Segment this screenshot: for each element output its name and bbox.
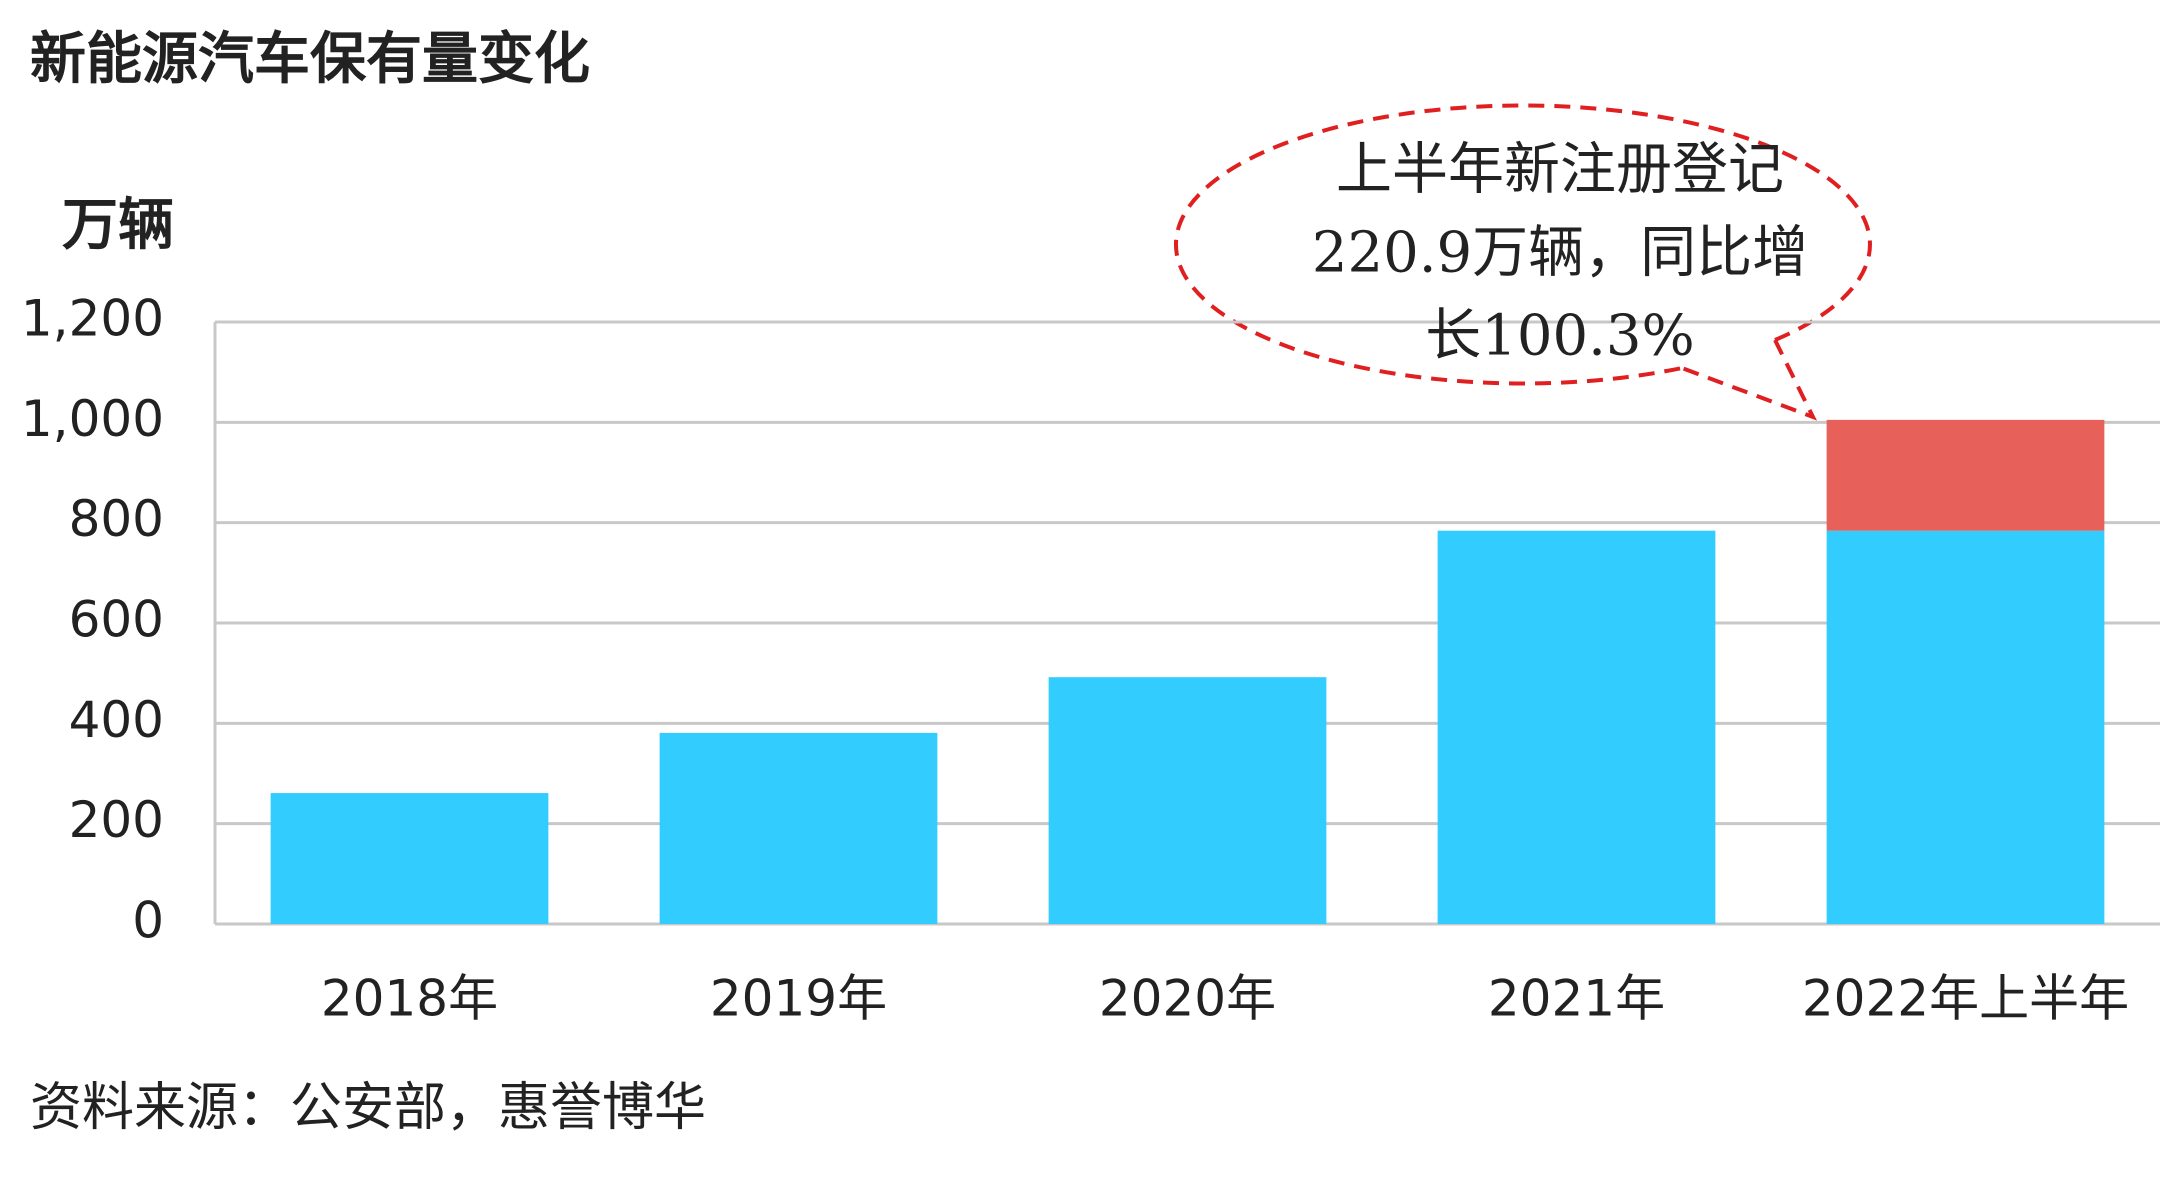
- bar-segment: [1437, 530, 1716, 924]
- annotation-line: 长100.3%: [1425, 304, 1695, 369]
- annotation-line: 上半年新注册登记: [1336, 138, 1784, 203]
- annotation-line: 220.9万辆，同比增: [1312, 221, 1808, 286]
- x-tick-label: 2021年: [1488, 970, 1665, 1028]
- chart-title: 新能源汽车保有量变化: [30, 27, 590, 92]
- callout: [1173, 103, 1872, 421]
- y-axis-label: 万辆: [62, 193, 174, 258]
- y-tick-label: 0: [132, 892, 164, 950]
- y-tick-label: 1,000: [21, 390, 164, 448]
- x-tick-label: 2018年: [321, 970, 498, 1028]
- x-tick-label: 2020年: [1099, 970, 1276, 1028]
- callout-ellipse: [1173, 103, 1872, 386]
- bar-segment: [1048, 677, 1327, 924]
- callout-pointer: [1681, 339, 1818, 421]
- y-tick-label: 400: [69, 691, 164, 749]
- source-note: 资料来源：公安部，惠誉博华: [30, 1078, 706, 1138]
- bar-segment: [270, 793, 549, 924]
- y-tick-label: 800: [69, 490, 164, 548]
- x-tick-label: 2019年: [710, 970, 887, 1028]
- y-tick-label: 200: [69, 791, 164, 849]
- y-tick-label: 1,200: [21, 290, 164, 348]
- x-tick-label: 2022年上半年: [1802, 970, 2129, 1028]
- bar-segment: [1826, 530, 2105, 924]
- bar-segment: [1826, 419, 2105, 531]
- y-tick-label: 600: [69, 591, 164, 649]
- bar-segment: [659, 732, 938, 924]
